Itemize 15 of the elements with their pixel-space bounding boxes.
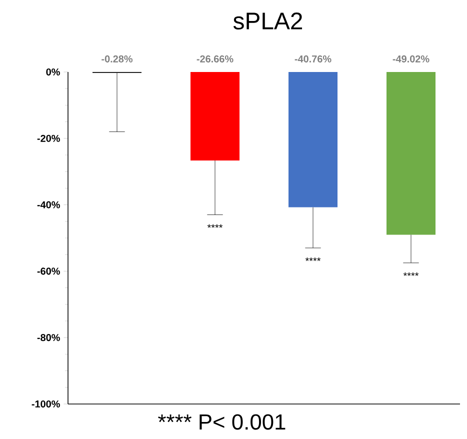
y-tick-label: -100% [32, 400, 60, 408]
data-label: -0.28% [102, 55, 133, 62]
y-tick-label: 0% [46, 68, 60, 76]
data-label: -40.76% [294, 55, 332, 62]
y-tick-label: -40% [37, 201, 60, 208]
y-tick-label: -80% [37, 334, 60, 342]
annotation: **** [305, 257, 321, 261]
chart-title: sPLA2 [233, 12, 302, 30]
data-label: -26.66% [196, 55, 234, 62]
y-tick-label: -60% [37, 268, 60, 275]
annotation: **** [207, 224, 223, 228]
text: **** P< 0.001 [158, 414, 286, 430]
data-label: -49.02% [392, 55, 430, 62]
annotation: **** [403, 272, 419, 276]
y-tick-label: -20% [37, 134, 60, 142]
